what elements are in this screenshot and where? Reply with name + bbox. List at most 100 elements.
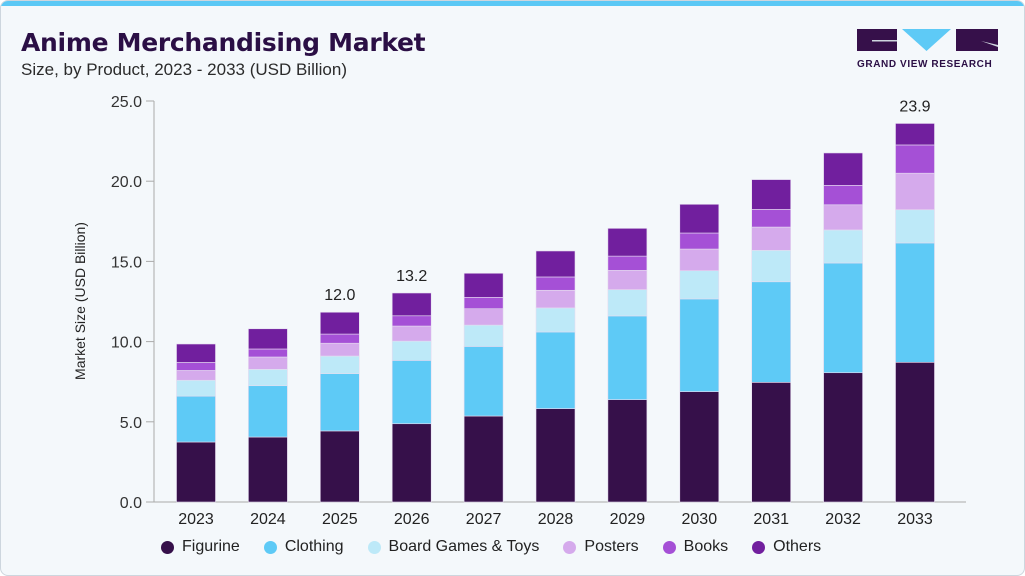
bar-segment-posters-2023 [176, 370, 216, 381]
bar-segment-figurine-2026 [391, 423, 432, 503]
bar-segment-others-2032 [823, 152, 863, 186]
bar-segment-board-games-toys-2029 [607, 289, 648, 317]
bar-segment-posters-2029 [607, 270, 648, 290]
bar-segment-board-games-toys-2028 [535, 307, 576, 333]
bar-segment-clothing-2023 [176, 395, 216, 443]
legend-item: Books [662, 538, 729, 556]
bar-segment-others-2028 [535, 250, 576, 278]
accent-bar [1, 1, 1024, 6]
bar-segment-books-2025 [319, 333, 360, 344]
bar-segment-books-2028 [535, 276, 576, 291]
legend-swatch [662, 540, 676, 554]
bar-segment-books-2027 [463, 297, 504, 310]
legend-swatch [563, 540, 577, 554]
x-tick-label: 2033 [897, 511, 933, 528]
legend-label: Others [773, 538, 822, 555]
bar-segment-posters-2026 [391, 325, 432, 342]
bar-segment-others-2029 [607, 228, 648, 257]
bar-segment-board-games-toys-2024 [248, 369, 288, 387]
bar-segment-clothing-2024 [248, 385, 288, 438]
legend: Figurine Clothing Board Games & Toys Poster… [161, 538, 821, 556]
bar-segment-clothing-2032 [823, 262, 863, 374]
bar-segment-board-games-toys-2030 [679, 270, 720, 300]
bar-segment-others-2033 [895, 123, 935, 146]
grand-view-research-logo [857, 29, 998, 51]
y-tick-label: 20.0 [111, 174, 142, 191]
bar-segment-figurine-2024 [248, 436, 288, 503]
x-tick-label: 2023 [178, 511, 214, 528]
bar-segment-posters-2031 [751, 226, 792, 251]
x-tick-label: 2025 [322, 511, 358, 528]
legend-swatch [752, 540, 766, 554]
legend-item: Others [752, 538, 821, 556]
bar-segment-clothing-2029 [607, 315, 648, 400]
legend-item: Posters [563, 538, 639, 556]
bar-segment-others-2025 [319, 311, 360, 335]
bar-segment-figurine-2028 [535, 408, 576, 503]
x-tick-label: 2031 [753, 511, 789, 528]
logo-text: GRAND VIEW RESEARCH [857, 59, 993, 70]
bar-segment-clothing-2028 [535, 331, 576, 409]
bar-segment-books-2030 [679, 232, 720, 250]
y-tick-label: 0.0 [120, 495, 142, 512]
legend-label: Board Games & Toys [388, 538, 540, 555]
bar-segment-posters-2033 [895, 172, 935, 211]
bar-segment-board-games-toys-2026 [391, 340, 432, 361]
bar-segment-board-games-toys-2025 [319, 355, 360, 374]
bar-segment-posters-2028 [535, 289, 576, 309]
legend-item: Board Games & Toys [367, 538, 540, 556]
bar-segment-books-2031 [751, 209, 792, 228]
data-label: 23.9 [899, 98, 930, 115]
y-tick-label: 15.0 [111, 254, 142, 271]
legend-item: Clothing [263, 538, 344, 556]
bar-segment-clothing-2030 [679, 298, 720, 392]
data-label: 13.2 [396, 268, 427, 285]
bar-segment-others-2031 [751, 179, 792, 210]
bar-segment-board-games-toys-2023 [176, 379, 216, 397]
legend-label: Books [683, 538, 729, 555]
bar-segment-board-games-toys-2033 [895, 209, 935, 244]
y-tick-label: 5.0 [120, 415, 142, 432]
bar-segment-books-2033 [895, 144, 935, 174]
bar-segment-posters-2030 [679, 248, 720, 272]
bar-segment-books-2032 [823, 185, 863, 206]
legend-label: Posters [584, 538, 639, 555]
legend-label: Figurine [182, 538, 240, 555]
bar-segment-books-2023 [176, 362, 216, 371]
bar-segment-posters-2024 [248, 356, 288, 370]
bar-segment-figurine-2023 [176, 441, 216, 503]
data-label: 12.0 [324, 287, 355, 304]
x-tick-label: 2024 [250, 511, 286, 528]
x-tick-label: 2026 [394, 511, 430, 528]
bar-segment-clothing-2033 [895, 242, 935, 363]
bar-segment-clothing-2026 [391, 360, 432, 425]
bar-segment-posters-2027 [463, 308, 504, 326]
bar-segment-clothing-2031 [751, 281, 792, 383]
bar-segment-clothing-2025 [319, 373, 360, 432]
chart-subtitle: Size, by Product, 2023 - 2033 (USD Billi… [21, 60, 347, 79]
bar-segment-others-2026 [391, 292, 432, 317]
bar-segment-figurine-2025 [319, 430, 360, 503]
y-axis-label: Market Size (USD Billion) [72, 222, 88, 380]
x-tick-label: 2028 [538, 511, 574, 528]
legend-swatch [263, 540, 277, 554]
bar-segment-clothing-2027 [463, 346, 504, 417]
legend-swatch [161, 540, 174, 554]
bar-segment-others-2027 [463, 272, 504, 298]
bar-segment-books-2024 [248, 348, 288, 358]
y-tick-label: 25.0 [111, 94, 142, 111]
chart-title: Anime Merchandising Market [21, 28, 426, 57]
legend-swatch [367, 540, 381, 554]
bar-segment-board-games-toys-2027 [463, 324, 504, 347]
bar-segment-others-2024 [248, 328, 288, 350]
x-tick-label: 2029 [610, 511, 646, 528]
bar-segment-books-2026 [391, 315, 432, 327]
bar-segment-posters-2032 [823, 204, 863, 231]
bar-segment-figurine-2031 [751, 382, 792, 503]
y-tick-label: 10.0 [111, 335, 142, 352]
bar-segment-figurine-2027 [463, 415, 504, 503]
bar-segment-figurine-2033 [895, 361, 935, 503]
bar-segment-books-2029 [607, 255, 648, 271]
